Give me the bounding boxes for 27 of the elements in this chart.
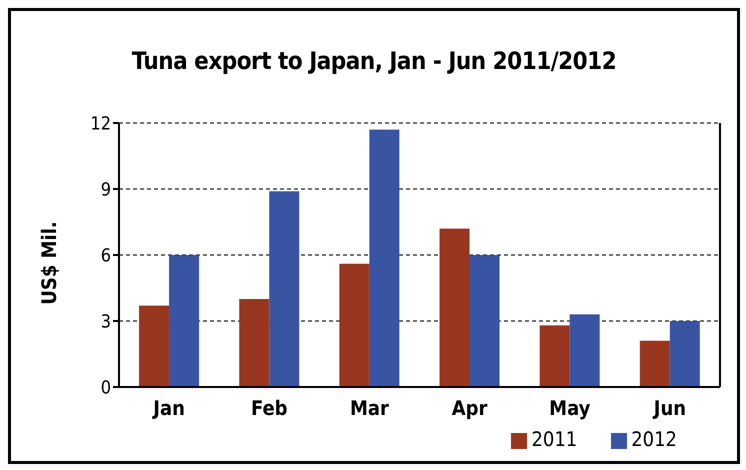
legend-label: 2011 xyxy=(531,427,578,451)
x-tick-label: May xyxy=(549,396,591,420)
y-tick-label: 0 xyxy=(100,377,111,398)
x-tick-label: Jun xyxy=(652,396,686,420)
bar xyxy=(369,130,400,387)
y-tick-label: 12 xyxy=(90,113,111,134)
x-tick-label: Feb xyxy=(250,396,288,420)
y-tick-label: 6 xyxy=(100,245,111,266)
x-tick-label: Jan xyxy=(152,396,185,420)
x-tick-label: Mar xyxy=(350,396,389,420)
y-tick-label: 3 xyxy=(100,311,111,332)
bar xyxy=(670,321,700,387)
bar xyxy=(139,306,170,387)
bar xyxy=(540,325,570,387)
bar xyxy=(269,191,300,387)
bar xyxy=(169,255,200,387)
bar xyxy=(440,228,470,387)
bar xyxy=(640,340,670,387)
y-tick-label: 9 xyxy=(100,179,111,200)
x-tick-label: Apr xyxy=(452,396,488,420)
bar xyxy=(239,299,270,387)
bar xyxy=(339,264,370,387)
bar xyxy=(570,314,600,387)
bar xyxy=(470,255,500,387)
y-axis-title: US$ Mil. xyxy=(37,221,61,305)
legend-label: 2012 xyxy=(631,427,677,451)
chart-title: Tuna export to Japan, Jan - Jun 2011/2012 xyxy=(130,47,618,75)
